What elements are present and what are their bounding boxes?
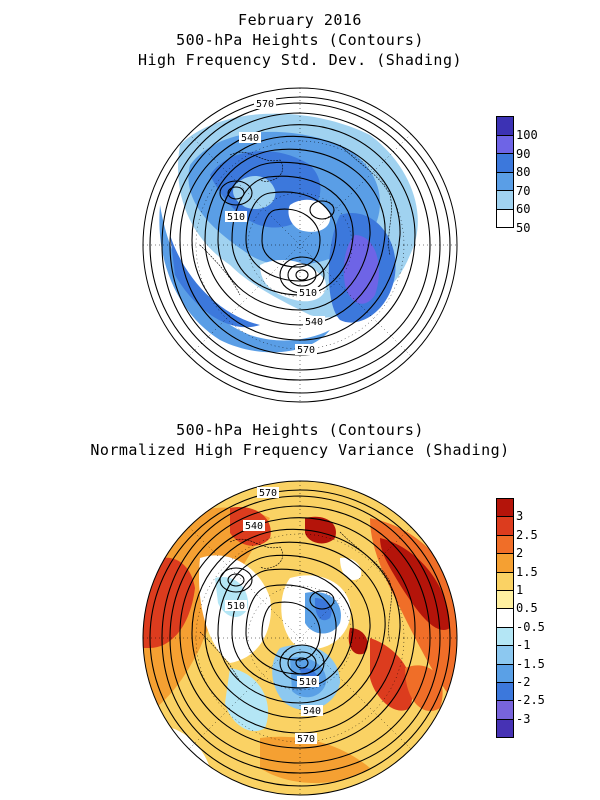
std-dev-swatch xyxy=(496,190,514,210)
variance-label: 0.5 xyxy=(516,601,538,616)
variance-swatch xyxy=(496,571,514,591)
variance-label: -0.5 xyxy=(516,619,545,634)
variance-swatch xyxy=(496,663,514,683)
polar-map-std-dev: 570 540 510 510 540 570 xyxy=(142,87,458,403)
variance-swatch xyxy=(496,534,514,555)
variance-label: 2.5 xyxy=(516,527,538,542)
contour-label: 570 xyxy=(256,99,274,110)
variance-swatch xyxy=(496,553,514,573)
contour-label: 570 xyxy=(297,345,315,356)
variance-swatch xyxy=(496,608,514,628)
coastlines xyxy=(199,531,392,683)
variance-label: -3 xyxy=(516,711,531,726)
coastlines xyxy=(199,144,392,296)
figure2-title-line-2: Normalized High Frequency Variance (Shad… xyxy=(90,441,510,459)
contour-label: 540 xyxy=(245,521,263,532)
std-dev-label: 60 xyxy=(516,202,531,216)
figure1-title-line-1: February 2016 xyxy=(238,11,362,29)
std-dev-swatch xyxy=(496,153,514,173)
figure1-title-line-3: High Frequency Std. Dev. (Shading) xyxy=(137,51,463,69)
variance-label: 2 xyxy=(516,546,524,561)
contour-label: 570 xyxy=(259,488,277,499)
map-border xyxy=(142,480,458,796)
map-border xyxy=(142,87,458,403)
contour-label: 540 xyxy=(303,706,321,717)
variance-label: -1 xyxy=(516,638,531,653)
contour-label: 510 xyxy=(227,601,245,612)
figure2-title-line-1: 500-hPa Heights (Contours) xyxy=(176,421,424,439)
variance-swatch xyxy=(496,682,514,702)
std-dev-swatch xyxy=(496,134,514,154)
variance-colorbar: 3 2.5 2 1.5 1 0.5 -0.5 -1 -1.5 -2 -2.5 -3 xyxy=(496,498,556,739)
variance-label: -1.5 xyxy=(516,656,545,671)
variance-swatch xyxy=(496,645,514,665)
figure1-title-line-2: 500-hPa Heights (Contours) xyxy=(176,31,424,49)
variance-swatch xyxy=(496,498,514,518)
variance-label: 1 xyxy=(516,583,524,597)
std-dev-swatch xyxy=(496,208,514,228)
variance-label: -2.5 xyxy=(516,693,545,708)
contour-label: 510 xyxy=(299,288,317,299)
variance-label: 3 xyxy=(516,509,524,524)
variance-swatch xyxy=(496,516,514,536)
std-dev-swatch xyxy=(496,116,514,136)
variance-swatch xyxy=(496,590,514,610)
contour-label: 540 xyxy=(305,317,323,328)
std-dev-label: 70 xyxy=(516,183,531,198)
variance-swatch xyxy=(496,700,514,720)
std-dev-swatch xyxy=(496,171,514,191)
variance-label: 1.5 xyxy=(516,564,538,579)
variance-label: -2 xyxy=(516,675,531,689)
contour-labels: 570 540 510 510 540 570 xyxy=(225,98,325,356)
variance-swatch xyxy=(496,718,514,739)
std-dev-label: 50 xyxy=(516,220,531,235)
contour-label: 510 xyxy=(299,677,317,688)
std-dev-label: 90 xyxy=(516,146,531,161)
figure2-title: 500-hPa Heights (Contours) Normalized Hi… xyxy=(0,420,600,460)
polar-map-normalized-variance: 570 540 510 510 540 570 xyxy=(142,480,458,796)
contour-label: 540 xyxy=(241,133,259,144)
figure1-title: February 2016 500-hPa Heights (Contours)… xyxy=(0,10,600,70)
variance-swatch xyxy=(496,626,514,647)
std-dev-shading xyxy=(159,113,418,353)
contour-label: 510 xyxy=(227,212,245,223)
std-dev-colorbar: 100 90 80 70 60 50 xyxy=(496,116,556,250)
contour-labels: 570 540 510 510 540 570 xyxy=(225,487,323,745)
contour-label: 570 xyxy=(297,734,315,745)
std-dev-label: 80 xyxy=(516,165,531,179)
std-dev-label: 100 xyxy=(516,128,538,142)
